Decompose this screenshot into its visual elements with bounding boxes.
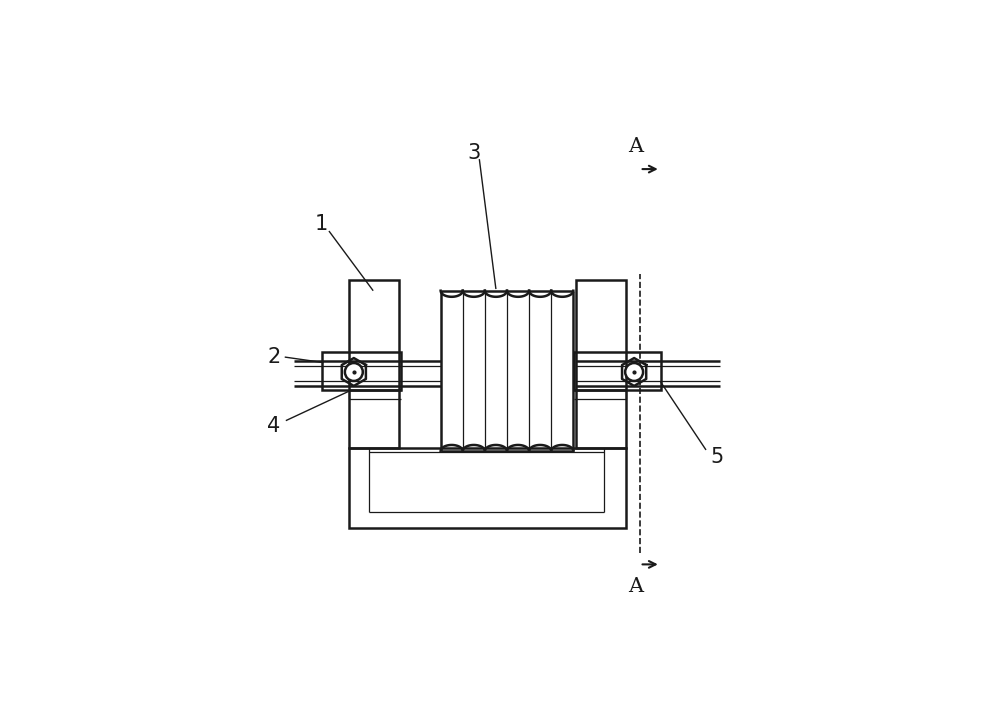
Bar <box>576 280 626 448</box>
Bar <box>574 352 661 391</box>
Text: 5: 5 <box>710 447 724 467</box>
Text: 4: 4 <box>267 416 280 436</box>
Text: 1: 1 <box>315 215 328 234</box>
Text: A: A <box>628 137 643 157</box>
Text: A: A <box>628 577 643 596</box>
Text: 3: 3 <box>467 142 480 162</box>
Text: 2: 2 <box>267 347 280 367</box>
Bar <box>322 352 401 391</box>
Bar <box>349 280 399 448</box>
Bar <box>349 448 626 528</box>
Circle shape <box>345 363 363 381</box>
Circle shape <box>625 363 643 381</box>
